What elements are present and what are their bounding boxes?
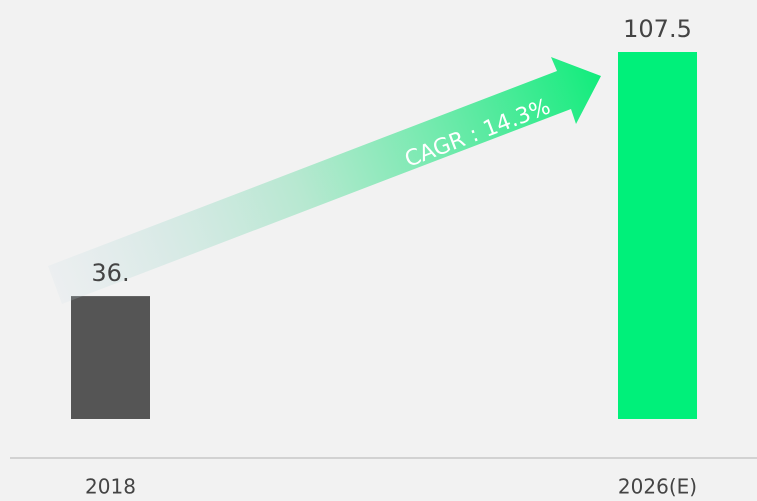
- bar: [71, 296, 150, 419]
- growth-arrow: [48, 57, 601, 304]
- bars: [71, 52, 697, 419]
- x-tick-label: 2026(E): [618, 475, 697, 499]
- bar: [618, 52, 697, 419]
- value-label: 107.5: [623, 15, 692, 43]
- x-tick-label: 2018: [85, 475, 136, 499]
- value-label: 36.: [91, 259, 129, 287]
